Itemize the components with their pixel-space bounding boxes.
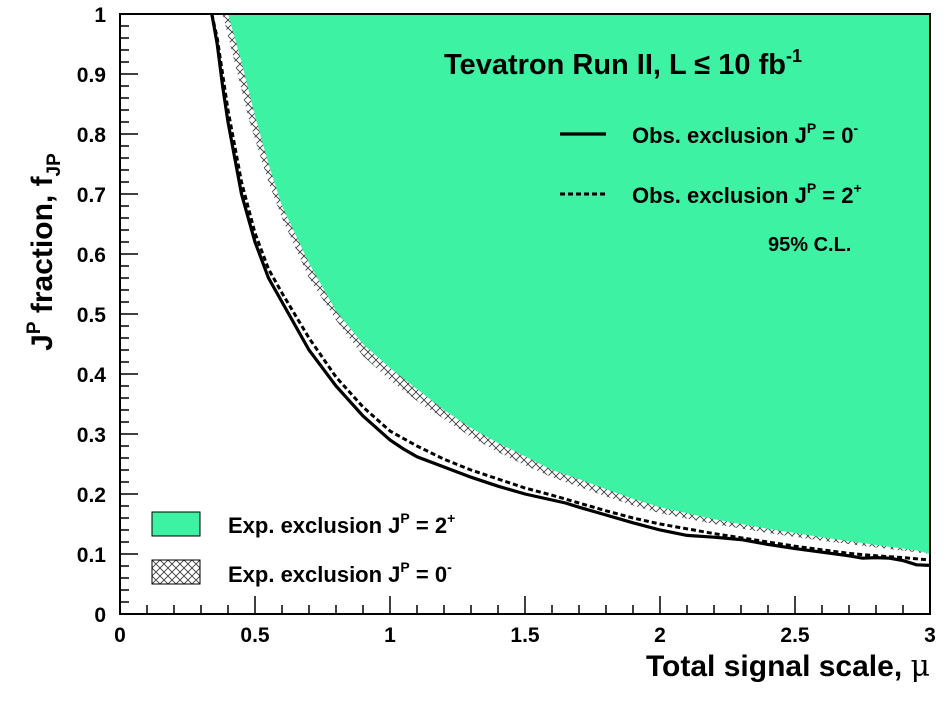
cl-label: 95% C.L.: [768, 234, 851, 256]
legend-exp-0-eq: = 0: [410, 562, 447, 587]
legend-exp-2-text: Exp. exclusion JP = 2+: [228, 510, 455, 538]
obs-exclusion-2-line: [210, 14, 930, 562]
legend-obs-2-eq: = 2: [816, 183, 853, 208]
legend-obs-0-text: Obs. exclusion JP = 0-: [632, 120, 859, 148]
legend-exp-2-swatch: [151, 511, 201, 537]
legend-exp-2-sup1: P: [400, 510, 409, 526]
x-axis-title: Total signal scale, μ: [646, 649, 930, 684]
y-tick-label: 0.1: [77, 544, 107, 567]
chart-title-sup: -1: [786, 46, 802, 66]
legend-obs-0-sup2: -: [854, 120, 859, 136]
legend-exp-0-label: Exp. exclusion J: [228, 562, 400, 587]
legend-exp-0-sup1: P: [400, 559, 409, 575]
legend-obs-2-sup1: P: [807, 180, 816, 196]
legend-exp-0-sup2: -: [447, 559, 452, 575]
y-tick-labels: 0 0.1 0.2 0.3 0.4 0.5 0.6 0.7 0.8 0.9 1: [77, 4, 107, 627]
obs-exclusion-0-line: [210, 14, 930, 567]
y-axis-title: JP fraction, fJP: [24, 153, 65, 351]
legend-exp-2-sup2: +: [447, 510, 455, 526]
chart-title-mid: 10 fb: [710, 49, 786, 81]
y-tick-label: 0.7: [77, 184, 106, 207]
y-axis-title-sub: JP: [44, 153, 65, 177]
x-axis-title-symbol: μ: [911, 649, 931, 684]
x-tick-labels: 0 0.5 1 1.5 2 2.5 3: [114, 624, 936, 647]
legend-obs-0-eq: = 0: [816, 123, 853, 148]
chart-title-prefix: Tevatron Run II, L: [444, 49, 694, 81]
y-axis-title-J: J: [26, 334, 59, 351]
chart-title-leq: ≤: [694, 49, 710, 81]
y-tick-label: 0: [94, 604, 106, 627]
legend-exp-0-swatch: [151, 559, 201, 585]
y-tick-label: 0.3: [77, 424, 106, 447]
y-tick-label: 0.8: [77, 124, 107, 147]
legend-obs-2-label: Obs. exclusion J: [632, 183, 807, 208]
chart-title: Tevatron Run II, L ≤ 10 fb-1: [444, 46, 802, 81]
y-tick-label: 0.9: [77, 64, 106, 87]
y-tick-label: 0.2: [77, 484, 106, 507]
y-axis-title-text: fraction, f: [26, 175, 59, 321]
legend-exp-2-eq: = 2: [410, 513, 447, 538]
legend-obs-0-sup1: P: [807, 120, 816, 136]
series-layer: [210, 14, 930, 567]
y-tick-label: 0.6: [77, 244, 106, 267]
y-axis-title-P: P: [24, 321, 45, 334]
x-tick-label: 3: [924, 624, 936, 647]
x-axis-title-text: Total signal scale,: [646, 650, 911, 683]
x-tick-label: 1.5: [510, 624, 540, 647]
x-tick-label: 0.5: [240, 624, 270, 647]
x-tick-label: 0: [114, 624, 126, 647]
y-tick-label: 0.5: [77, 304, 107, 327]
x-tick-label: 1: [384, 624, 396, 647]
ticks-layer: [119, 13, 931, 615]
legend-exp-0-text: Exp. exclusion JP = 0-: [228, 559, 452, 587]
legend-obs-0-label: Obs. exclusion J: [632, 123, 807, 148]
y-tick-label: 0.4: [77, 364, 107, 387]
legend-obs-2-text: Obs. exclusion JP = 2+: [632, 180, 862, 208]
x-tick-label: 2.5: [780, 624, 810, 647]
y-tick-label: 1: [94, 4, 106, 27]
x-tick-label: 2: [654, 624, 666, 647]
exp-exclusion-2-area: [228, 14, 930, 554]
legend-exp-2-label: Exp. exclusion J: [228, 513, 400, 538]
legend-obs-2-sup2: +: [854, 180, 862, 196]
